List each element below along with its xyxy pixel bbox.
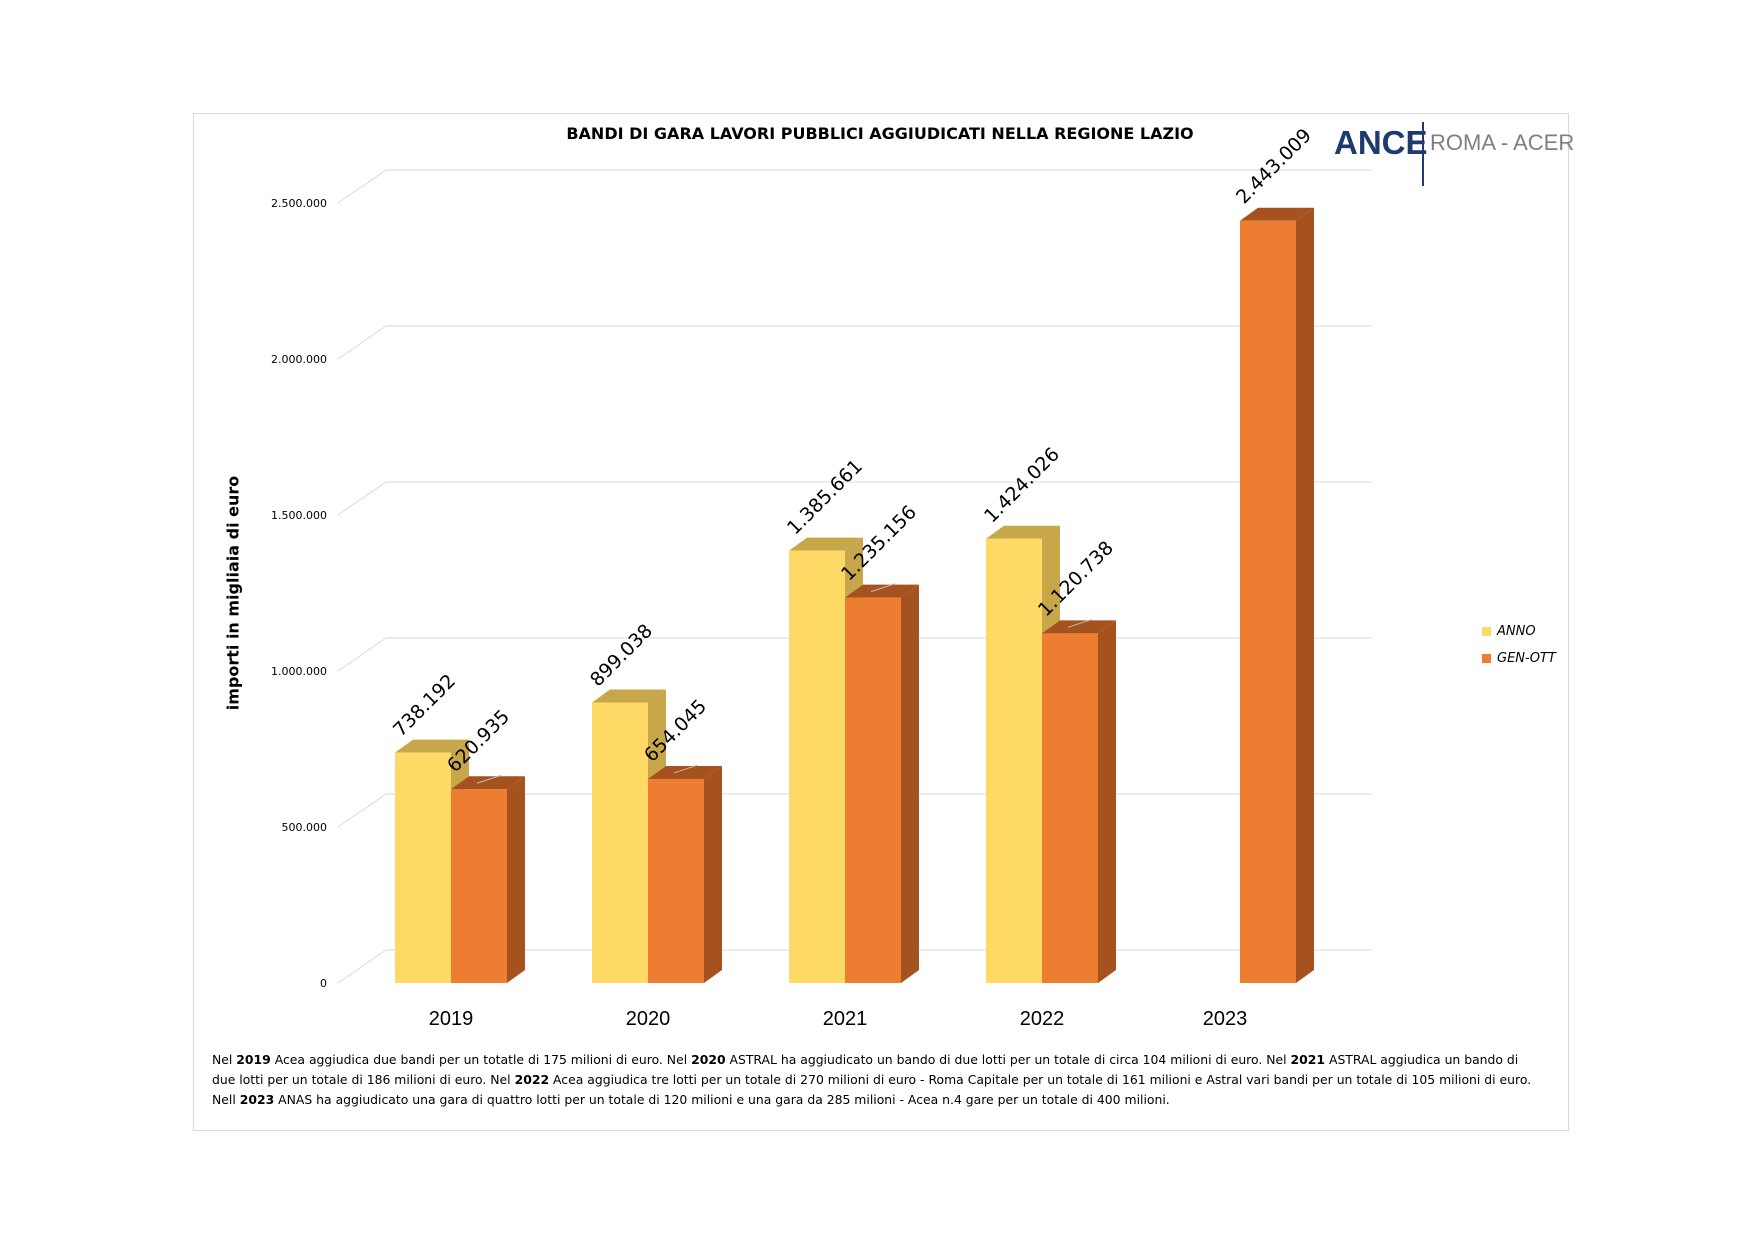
genott-bar-side xyxy=(704,765,722,983)
legend-label-genott: GEN-OTT xyxy=(1497,651,1556,666)
data-label: 738.192 xyxy=(389,670,460,741)
data-label: 1.424.026 xyxy=(980,443,1064,527)
footnote-text: Acea aggiudica tre lotti per un totale d… xyxy=(212,1072,1532,1107)
legend-item-genott: GEN-OTT xyxy=(1482,645,1556,672)
data-label: 1.385.661 xyxy=(783,455,867,539)
footnote-year: 2023 xyxy=(239,1092,275,1107)
gridline-depth xyxy=(337,169,387,204)
y-tick-label: 0 xyxy=(320,977,327,990)
footnote: Nel 2019 Acea aggiudica due bandi per un… xyxy=(212,1050,1532,1110)
footnote-text: ASTRAL ha aggiudicato un bando di due lo… xyxy=(725,1052,1291,1067)
genott-bar xyxy=(451,789,507,983)
leader-line xyxy=(1067,618,1093,628)
chart-legend: ANNO GEN-OTT xyxy=(1482,618,1556,672)
footnote-year: 2021 xyxy=(1290,1052,1326,1067)
leader-line xyxy=(476,774,502,784)
y-tick-label: 1.500.000 xyxy=(271,509,327,522)
anno-bar xyxy=(789,550,845,983)
leader-line xyxy=(673,764,699,774)
x-tick-label: 2019 xyxy=(429,1008,474,1030)
x-tick-label: 2023 xyxy=(1203,1008,1248,1030)
genott-bar-side xyxy=(507,776,525,983)
genott-bar xyxy=(1042,633,1098,983)
footnote-year: 2022 xyxy=(514,1072,550,1087)
footnote-text: Nel xyxy=(212,1052,237,1067)
genott-bar-side xyxy=(1098,620,1116,983)
gridline-depth xyxy=(337,481,387,516)
x-tick-label: 2020 xyxy=(626,1008,671,1030)
genott-bar-top xyxy=(1240,207,1314,221)
legend-item-anno: ANNO xyxy=(1482,618,1556,645)
logo-sub-text: ROMA - ACER xyxy=(1430,130,1575,155)
footnote-text: ANAS ha aggiudicato una gara di quattro … xyxy=(274,1092,1170,1107)
y-tick-label: 500.000 xyxy=(282,821,328,834)
genott-bar-top xyxy=(1042,620,1116,634)
anno-bar-top xyxy=(789,537,863,551)
data-label: 899.038 xyxy=(586,620,657,691)
logo-main-text: ANCE xyxy=(1334,124,1428,161)
footnote-year: 2019 xyxy=(236,1052,271,1067)
anno-bar xyxy=(592,702,648,983)
gridline-depth xyxy=(337,949,387,984)
y-tick-label: 2.500.000 xyxy=(271,197,327,210)
anno-bar xyxy=(395,752,451,983)
logo-separator xyxy=(1422,122,1424,186)
anno-bar-top xyxy=(395,739,469,753)
x-tick-label: 2021 xyxy=(823,1008,868,1030)
genott-bar-top xyxy=(451,776,525,790)
legend-label-anno: ANNO xyxy=(1497,624,1536,639)
gridline-depth xyxy=(337,637,387,672)
genott-bar xyxy=(648,778,704,983)
genott-bar-top xyxy=(648,765,722,779)
x-tick-label: 2022 xyxy=(1020,1008,1065,1030)
y-tick-label: 2.000.000 xyxy=(271,353,327,366)
footnote-text: Acea aggiudica due bandi per un totatle … xyxy=(270,1052,692,1067)
footnote-year: 2020 xyxy=(691,1052,726,1067)
genott-bar-side xyxy=(901,584,919,983)
chart-title: BANDI DI GARA LAVORI PUBBLICI AGGIUDICAT… xyxy=(566,124,1194,143)
genott-bar xyxy=(1240,220,1296,983)
leader-line xyxy=(870,583,896,593)
y-tick-label: 1.000.000 xyxy=(271,665,327,678)
anno-bar-top xyxy=(986,525,1060,539)
genott-bar xyxy=(845,597,901,983)
legend-swatch-anno xyxy=(1482,627,1491,636)
footnote-text: ASTRAL aggiudica un bando di due lotti p… xyxy=(212,1052,1519,1087)
legend-swatch-genott xyxy=(1482,654,1491,663)
anno-bar-top xyxy=(592,689,666,703)
gridline-depth xyxy=(337,325,387,360)
data-label: 2.443.009 xyxy=(1232,124,1316,208)
anno-bar xyxy=(986,538,1042,983)
gridline-depth xyxy=(337,793,387,828)
genott-bar-top xyxy=(845,584,919,598)
genott-bar-side xyxy=(1296,207,1314,983)
